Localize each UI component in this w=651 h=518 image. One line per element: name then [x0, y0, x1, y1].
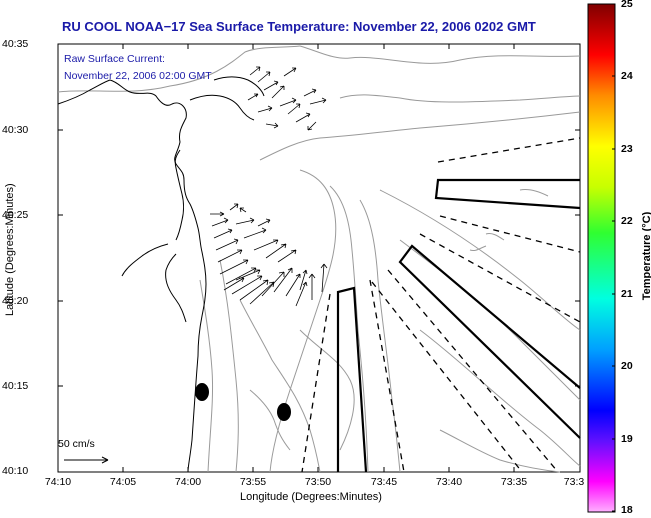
lon-tick: 73:45 [370, 476, 398, 488]
colorbar-ticks [612, 3, 615, 512]
coastline [57, 76, 265, 473]
lat-tick: 40:30 [2, 124, 29, 136]
colorbar-tick: 24 [621, 70, 633, 82]
scale-arrow [64, 456, 109, 464]
lat-tick: 40:25 [2, 209, 29, 221]
lon-tick: 74:10 [44, 476, 72, 488]
lon-tick: 74:00 [174, 476, 202, 488]
current-annotation-line1: Raw Surface Current: [64, 53, 165, 65]
lat-tick: 40:35 [2, 38, 29, 50]
y-axis-title: Latitude (Degrees:Minutes) [4, 183, 16, 316]
lat-tick: 40:20 [2, 295, 29, 307]
lat-tick: 40:15 [2, 380, 29, 392]
colorbar-tick: 19 [621, 433, 633, 445]
x-axis-title: Longitude (Degrees:Minutes) [240, 491, 382, 503]
map-title: RU COOL NOAA−17 Sea Surface Temperature:… [62, 19, 536, 34]
lat-tick: 40:10 [2, 465, 29, 477]
lon-tick: 73:35 [500, 476, 528, 488]
lon-tick: 73:3 [563, 476, 585, 488]
dark-feature [277, 403, 291, 421]
colorbar-tick: 25 [621, 0, 633, 10]
surface-current-vectors [210, 66, 328, 307]
scale-arrow-label: 50 cm/s [58, 438, 95, 450]
colorbar [587, 3, 616, 513]
colorbar-tick: 22 [621, 215, 633, 227]
lon-tick: 73:55 [239, 476, 267, 488]
colorbar-tick: 20 [621, 360, 633, 372]
lon-tick: 73:50 [304, 476, 332, 488]
dark-feature [195, 383, 209, 401]
colorbar-tick: 18 [621, 504, 633, 516]
region-outlines [301, 137, 581, 473]
plot-frame [57, 43, 581, 473]
lon-tick: 74:05 [109, 476, 137, 488]
axis-ticks [57, 43, 581, 473]
lon-tick: 73:40 [435, 476, 463, 488]
colorbar-tick: 23 [621, 143, 633, 155]
colorbar-tick: 21 [621, 288, 633, 300]
current-annotation-line2: November 22, 2006 02:00 GMT [64, 70, 212, 82]
colorbar-title: Temperature (°C) [641, 211, 651, 301]
